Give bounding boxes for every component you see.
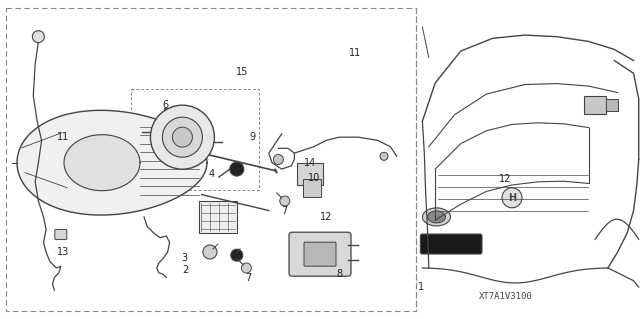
Polygon shape (17, 110, 207, 215)
FancyBboxPatch shape (584, 96, 606, 114)
FancyBboxPatch shape (289, 232, 351, 276)
Text: XT7A1V3100: XT7A1V3100 (479, 292, 532, 301)
Circle shape (502, 188, 522, 208)
FancyBboxPatch shape (298, 163, 323, 185)
Circle shape (241, 263, 252, 273)
FancyBboxPatch shape (420, 234, 482, 254)
Circle shape (273, 154, 284, 165)
Text: 11: 11 (349, 48, 362, 58)
Circle shape (172, 127, 193, 147)
Text: 4: 4 (208, 169, 214, 179)
FancyBboxPatch shape (55, 229, 67, 240)
Text: 12: 12 (499, 174, 512, 184)
Ellipse shape (428, 211, 445, 223)
Text: 12: 12 (320, 212, 333, 222)
Text: 5: 5 (162, 108, 168, 118)
Circle shape (203, 245, 217, 259)
Text: 7: 7 (282, 205, 288, 216)
Ellipse shape (422, 208, 451, 226)
Circle shape (150, 105, 214, 169)
Text: 1: 1 (418, 282, 424, 292)
Text: H: H (508, 193, 516, 203)
Circle shape (280, 196, 290, 206)
Text: 14: 14 (304, 158, 317, 168)
Text: 10: 10 (307, 173, 320, 183)
Circle shape (231, 249, 243, 261)
Polygon shape (64, 135, 140, 191)
Text: 11: 11 (56, 132, 69, 142)
Circle shape (380, 152, 388, 160)
Text: 8: 8 (336, 269, 342, 279)
Text: 6: 6 (162, 100, 168, 110)
FancyBboxPatch shape (198, 201, 237, 233)
FancyBboxPatch shape (303, 179, 321, 197)
Text: 2: 2 (182, 264, 189, 275)
Circle shape (230, 162, 244, 176)
Text: 7: 7 (245, 272, 252, 283)
Text: 3: 3 (181, 253, 188, 263)
FancyBboxPatch shape (304, 242, 336, 266)
Text: 9: 9 (250, 132, 256, 142)
Circle shape (163, 117, 202, 157)
Text: 13: 13 (56, 247, 69, 257)
Circle shape (33, 31, 44, 43)
Text: 15: 15 (236, 67, 248, 77)
FancyBboxPatch shape (606, 99, 618, 111)
